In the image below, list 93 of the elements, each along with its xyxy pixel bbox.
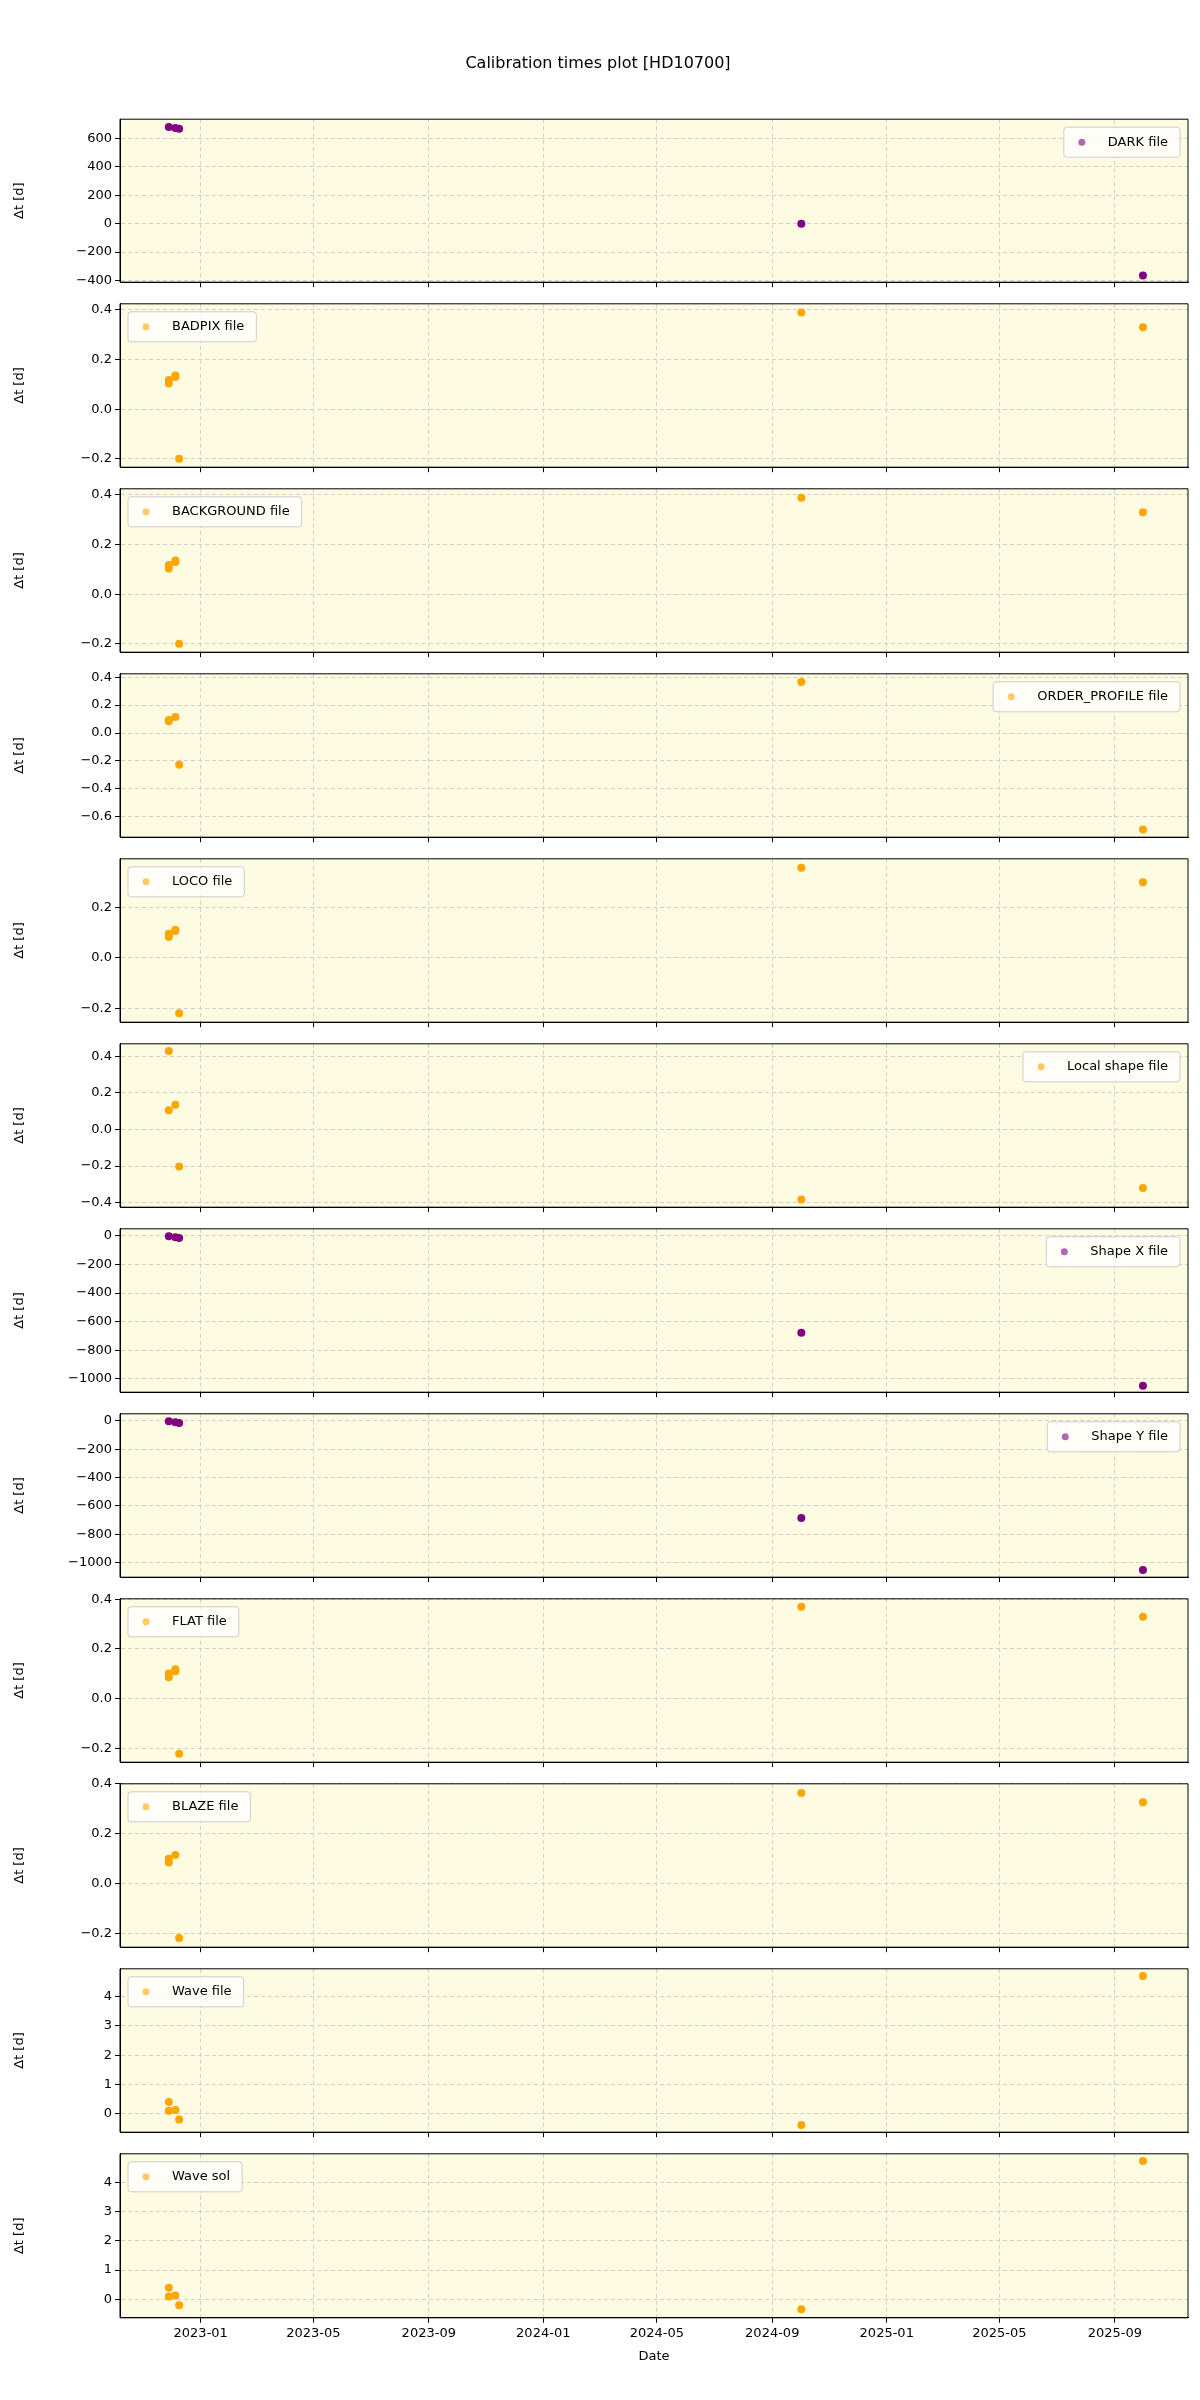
x-tick-label: 2023-01 [173,2324,228,2340]
legend-label: BACKGROUND file [172,503,290,519]
y-axis-title: Δt [d] [11,737,27,774]
y-tick-label: 0.0 [91,1690,112,1705]
y-tick-label: −600 [76,1497,112,1513]
y-tick-label: −800 [76,1341,112,1357]
y-tick-label: 0.0 [91,400,112,416]
y-tick-label: 600 [87,129,112,145]
y-tick-label: 0.2 [91,535,112,551]
y-tick-label: 0 [103,215,112,231]
y-tick-label: 0.2 [91,1084,112,1100]
y-tick-label: 200 [87,186,112,202]
x-tick-label: 2025-01 [859,2324,914,2340]
y-tick-label: −0.2 [80,635,112,651]
x-tick-label: 2023-05 [286,2324,341,2340]
x-axis-title: Date [638,2347,670,2363]
y-axis-title: Δt [d] [11,182,27,219]
legend-label: BADPIX file [172,318,245,334]
y-tick-label: 0 [103,2290,112,2306]
y-tick-label: 3 [103,2017,112,2033]
legend-label: DARK file [1107,133,1169,149]
y-tick-label: 1 [103,2261,112,2277]
y-axis-title: Δt [d] [11,2217,27,2255]
y-tick-label: 0.4 [91,486,112,502]
y-tick-label: −0.2 [80,752,112,768]
y-tick-label: −200 [76,1255,112,1271]
x-tick-label: 2025-09 [1087,2324,1142,2340]
y-axis-title: Δt [d] [11,1292,27,1329]
y-tick-label: 4 [103,2173,112,2189]
y-axis-title: Δt [d] [11,2032,27,2069]
y-tick-label: 0 [103,1412,112,1428]
y-tick-label: 0.2 [91,1640,112,1656]
y-axis-title: Δt [d] [11,1662,27,1699]
y-tick-label: −0.4 [80,780,112,796]
legend-label: FLAT file [172,1613,227,1629]
y-axis-title: Δt [d] [11,552,27,589]
x-tick-label: 2025-05 [972,2324,1027,2340]
legend-label: Shape X file [1090,1243,1169,1259]
y-axis-title: Δt [d] [11,367,27,404]
y-tick-label: −1000 [68,1370,112,1386]
y-tick-label: −0.2 [80,1739,112,1755]
y-tick-label: −600 [76,1313,112,1329]
y-tick-label: −0.6 [80,808,112,824]
y-tick-label: −1000 [68,1553,112,1569]
y-tick-label: 0.0 [91,1120,112,1136]
y-tick-label: 3 [103,2202,112,2218]
y-tick-label: 1 [103,2075,112,2091]
y-axis-title: Δt [d] [11,1847,27,1884]
legend-label: Wave file [172,1983,232,1999]
legend-label: BLAZE file [172,1798,239,1814]
y-tick-label: −800 [76,1525,112,1541]
x-tick-label: 2024-09 [745,2324,800,2340]
y-tick-label: −400 [76,1468,112,1484]
y-tick-label: 0.2 [91,898,112,914]
y-tick-label: −400 [76,271,112,287]
legend-label: ORDER_PROFILE file [1037,688,1168,704]
y-tick-label: −0.2 [80,999,112,1015]
y-tick-label: −0.4 [80,1194,112,1210]
chart-title: Calibration times plot [HD10700] [465,52,731,72]
legend-label: LOCO file [172,873,233,889]
y-tick-label: 0.4 [91,1047,112,1063]
y-tick-label: 0 [103,1227,112,1243]
y-tick-label: −400 [76,1284,112,1300]
y-tick-label: 0.4 [91,301,112,317]
y-tick-label: 0.4 [91,1590,112,1606]
x-tick-label: 2024-05 [629,2324,684,2340]
y-tick-label: 0 [103,2105,112,2121]
y-tick-label: 0.0 [91,585,112,601]
y-tick-label: −0.2 [80,1157,112,1173]
x-tick-label: 2024-01 [516,2324,571,2340]
y-axis-title: Δt [d] [11,922,27,959]
y-axis-title: Δt [d] [11,1477,27,1514]
y-tick-label: −200 [76,1440,112,1456]
y-tick-label: 4 [103,1987,112,2003]
y-tick-label: 0.2 [91,1825,112,1841]
y-tick-label: 0.2 [91,350,112,366]
y-tick-label: 0.0 [91,1875,112,1891]
y-axis-title: Δt [d] [11,1107,27,1144]
y-tick-label: 0.0 [91,724,112,740]
y-tick-label: 0.2 [91,696,112,712]
y-tick-label: 2 [103,2046,112,2062]
y-tick-label: −200 [76,243,112,259]
y-tick-label: −0.2 [80,1925,112,1941]
y-tick-label: 0.0 [91,949,112,965]
y-tick-label: −0.2 [80,450,112,466]
y-tick-label: 400 [87,158,112,174]
y-tick-label: 2 [103,2232,112,2248]
legend-label: Local shape file [1067,1058,1169,1074]
y-tick-label: 0.4 [91,1775,112,1791]
legend-label: Shape Y file [1091,1428,1169,1444]
y-tick-label: 0.4 [91,668,112,684]
legend-label: Wave sol [172,2168,231,2184]
x-tick-label: 2023-09 [401,2324,456,2340]
